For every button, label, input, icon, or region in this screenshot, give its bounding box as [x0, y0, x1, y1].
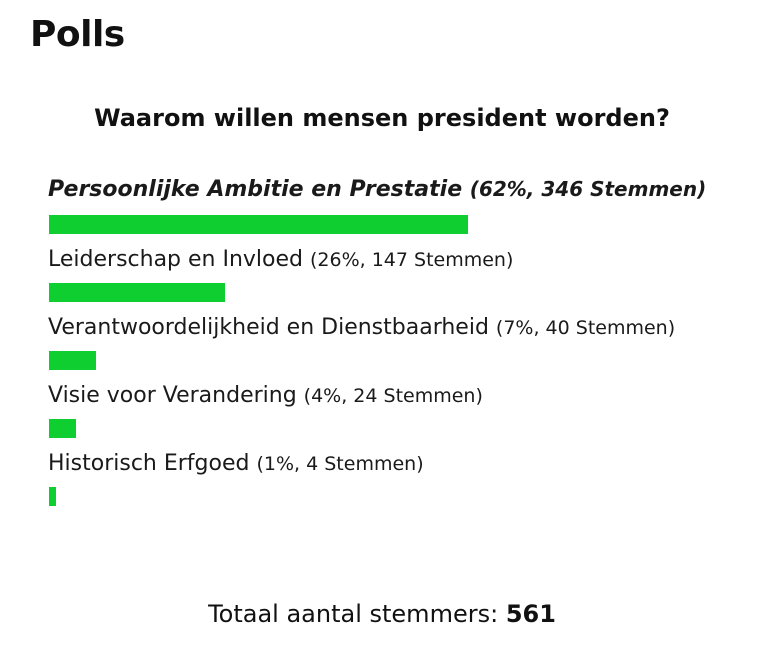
- option-text: Visie voor Verandering (4%, 24 Stemmen): [48, 379, 738, 413]
- poll-option-historisch-erfgoed: Historisch Erfgoed (1%, 4 Stemmen): [48, 447, 738, 515]
- result-bar: [49, 215, 468, 234]
- option-label: Leiderschap en Invloed: [48, 247, 303, 272]
- option-stats: (62%, 346 Stemmen): [469, 177, 707, 201]
- result-bar: [49, 351, 96, 370]
- option-text: Verantwoordelijkheid en Dienstbaarheid (…: [48, 311, 738, 345]
- option-label: Verantwoordelijkheid en Dienstbaarheid: [48, 315, 489, 340]
- result-bar: [49, 419, 76, 438]
- option-text: Persoonlijke Ambitie en Prestatie (62%, …: [48, 170, 738, 209]
- poll-option-persoonlijke-ambitie: Persoonlijke Ambitie en Prestatie (62%, …: [48, 170, 738, 243]
- total-label: Totaal aantal stemmers:: [208, 600, 499, 628]
- total-voters: Totaal aantal stemmers: 561: [0, 600, 764, 628]
- result-bar-track: [48, 481, 738, 515]
- result-bar-track: [48, 345, 738, 379]
- option-text: Leiderschap en Invloed (26%, 147 Stemmen…: [48, 243, 738, 277]
- result-bar-track: [48, 209, 738, 243]
- poll-options: Persoonlijke Ambitie en Prestatie (62%, …: [48, 170, 738, 515]
- total-count: 561: [505, 600, 556, 628]
- poll-question: Waarom willen mensen president worden?: [94, 104, 670, 132]
- option-stats: (7%, 40 Stemmen): [495, 317, 676, 339]
- poll-option-visie: Visie voor Verandering (4%, 24 Stemmen): [48, 379, 738, 447]
- widget-title: Polls: [30, 14, 125, 55]
- option-stats: (4%, 24 Stemmen): [303, 385, 483, 407]
- option-label: Historisch Erfgoed: [48, 451, 250, 476]
- result-bar-track: [48, 277, 738, 311]
- option-stats: (1%, 4 Stemmen): [256, 453, 424, 475]
- poll-option-verantwoordelijkheid: Verantwoordelijkheid en Dienstbaarheid (…: [48, 311, 738, 379]
- result-bar: [49, 283, 225, 302]
- result-bar: [49, 487, 56, 506]
- poll-option-leiderschap: Leiderschap en Invloed (26%, 147 Stemmen…: [48, 243, 738, 311]
- option-text: Historisch Erfgoed (1%, 4 Stemmen): [48, 447, 738, 481]
- option-label: Visie voor Verandering: [48, 383, 297, 408]
- option-label: Persoonlijke Ambitie en Prestatie: [48, 177, 463, 202]
- result-bar-track: [48, 413, 738, 447]
- option-stats: (26%, 147 Stemmen): [310, 249, 514, 271]
